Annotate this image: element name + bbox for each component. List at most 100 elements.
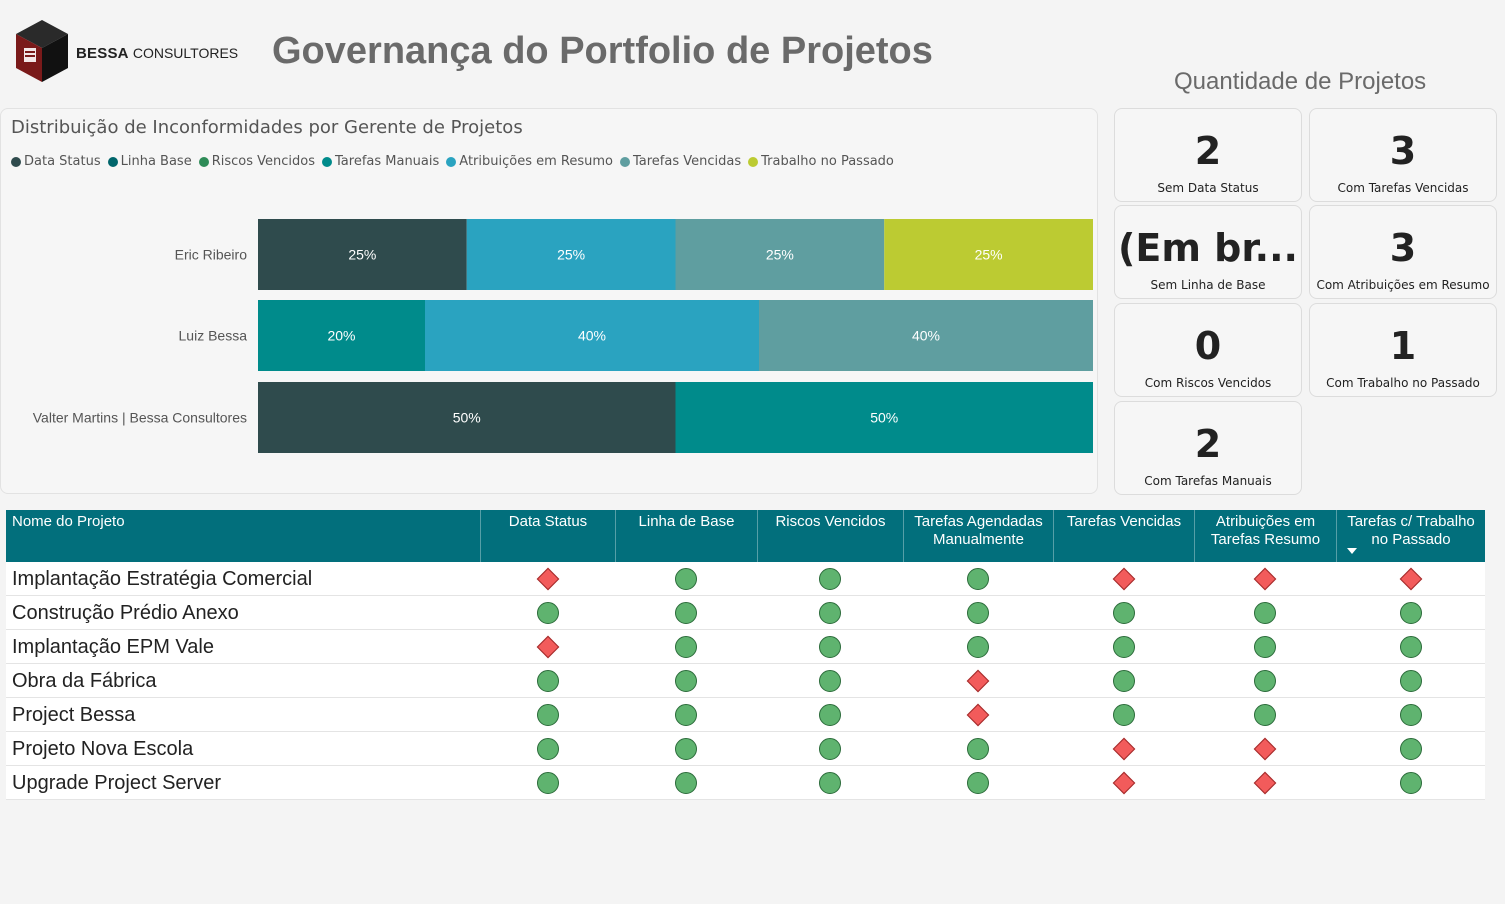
green-circle-icon — [536, 601, 559, 624]
status-cell — [757, 766, 903, 799]
kpi-label: Com Tarefas Manuais — [1144, 474, 1272, 488]
column-header[interactable]: Tarefas Agendadas Manualmente — [903, 510, 1053, 562]
column-header-label: Tarefas c/ Trabalho no Passado — [1347, 513, 1475, 548]
kpi-card[interactable]: 3 Com Atribuições em Resumo — [1309, 205, 1497, 299]
category-label: Luiz Bessa — [179, 328, 248, 344]
legend-swatch — [619, 156, 630, 167]
kpi-value: 1 — [1389, 324, 1417, 368]
legend-item[interactable]: Trabalho no Passado — [748, 154, 894, 169]
green-circle-icon — [536, 737, 559, 760]
status-cell — [480, 562, 615, 595]
status-cell — [480, 630, 615, 663]
table-row[interactable]: Implantação Estratégia Comercial — [6, 562, 1485, 596]
kpi-value: 3 — [1389, 129, 1417, 173]
projects-table: Nome do Projeto Data Status Linha de Base R… — [6, 510, 1485, 800]
column-header[interactable]: Tarefas c/ Trabalho no Passado — [1336, 510, 1485, 562]
kpi-card[interactable]: (Em br... Sem Linha de Base — [1114, 205, 1302, 299]
status-cell — [903, 766, 1053, 799]
green-circle-icon — [819, 567, 841, 590]
bar-segment[interactable] — [466, 219, 676, 290]
project-name: Construção Prédio Anexo — [12, 602, 239, 624]
bar-segment[interactable] — [258, 219, 467, 290]
project-name: Projeto Nova Escola — [12, 738, 194, 760]
status-cell — [1053, 630, 1194, 663]
green-circle-icon — [967, 601, 989, 624]
legend-label: Data Status — [24, 154, 101, 169]
data-label: 20% — [327, 328, 355, 344]
status-cell — [1194, 562, 1336, 595]
logo-sub: CONSULTORES — [132, 45, 239, 61]
chart-title: Distribuição de Inconformidades por Gere… — [11, 117, 523, 138]
kpi-card[interactable]: 0 Com Riscos Vencidos — [1114, 303, 1302, 397]
bar-segment[interactable] — [258, 300, 425, 371]
kpi-card[interactable]: 1 Com Trabalho no Passado — [1309, 303, 1497, 397]
green-circle-icon — [675, 771, 697, 794]
green-circle-icon — [1399, 737, 1422, 760]
bar-segment[interactable] — [675, 219, 885, 290]
red-diamond-icon — [1112, 771, 1135, 794]
green-circle-icon — [1254, 703, 1276, 726]
legend-item[interactable]: Tarefas Vencidas — [619, 154, 741, 169]
table-row[interactable]: Implantação EPM Vale — [6, 630, 1485, 664]
table-row[interactable]: Upgrade Project Server — [6, 766, 1485, 800]
header: BESSA CONSULTORES Governança do Portfoli… — [0, 0, 1505, 100]
status-cell — [1336, 732, 1485, 765]
kpi-card[interactable]: 2 Sem Data Status — [1114, 108, 1302, 202]
column-header[interactable]: Tarefas Vencidas — [1053, 510, 1194, 562]
column-header-label: Nome do Projeto — [12, 513, 125, 530]
table-row[interactable]: Obra da Fábrica — [6, 664, 1485, 698]
bar-segment[interactable] — [884, 219, 1093, 290]
legend-item[interactable]: Tarefas Manuais — [322, 154, 439, 169]
bar-segment[interactable] — [759, 300, 1093, 371]
column-header-label: Tarefas Vencidas — [1066, 513, 1182, 530]
project-name: Implantação EPM Vale — [12, 636, 214, 658]
kpi-card[interactable]: 3 Com Tarefas Vencidas — [1309, 108, 1497, 202]
stacked-bar-chart: Eric Ribeiro 25% 25% 25% 25% Luiz Bessa 20% 40%… — [33, 219, 1094, 453]
legend-item[interactable]: Data Status — [11, 154, 101, 169]
table-row[interactable]: Projeto Nova Escola — [6, 732, 1485, 766]
column-header[interactable]: Nome do Projeto — [6, 510, 480, 562]
status-cell — [615, 596, 757, 629]
column-header[interactable]: Linha de Base — [615, 510, 757, 562]
table-row[interactable]: Construção Prédio Anexo — [6, 596, 1485, 630]
status-cell — [1053, 766, 1194, 799]
bar-segment[interactable] — [675, 382, 1094, 453]
kpi-label: Com Riscos Vencidos — [1144, 376, 1272, 390]
column-header[interactable]: Riscos Vencidos — [757, 510, 903, 562]
legend-item[interactable]: Atribuições em Resumo — [446, 154, 613, 169]
status-cell — [903, 630, 1053, 663]
status-cell — [757, 732, 903, 765]
red-diamond-icon — [1253, 567, 1277, 590]
table-header: Nome do Projeto Data Status Linha de Base R… — [6, 510, 1485, 562]
legend-item[interactable]: Linha Base — [107, 154, 192, 169]
green-circle-icon — [536, 669, 559, 692]
page-title: Governança do Portfolio de Projetos — [272, 30, 933, 72]
green-circle-icon — [819, 635, 841, 658]
table-row[interactable]: Project Bessa — [6, 698, 1485, 732]
table-body: Implantação Estratégia Comercial Construç… — [6, 562, 1485, 800]
status-cell — [903, 664, 1053, 697]
category-label: Eric Ribeiro — [175, 247, 248, 263]
column-header[interactable]: Data Status — [480, 510, 615, 562]
legend-item[interactable]: Riscos Vencidos — [198, 154, 315, 169]
bar-segment[interactable] — [425, 300, 759, 371]
status-cell — [757, 664, 903, 697]
green-circle-icon — [967, 771, 989, 794]
status-cell — [1336, 596, 1485, 629]
status-cell — [903, 596, 1053, 629]
green-circle-icon — [819, 771, 841, 794]
status-cell — [903, 732, 1053, 765]
legend-swatch — [322, 156, 332, 167]
status-cell — [480, 732, 615, 765]
status-cell — [1336, 630, 1485, 663]
kpi-card[interactable]: 2 Com Tarefas Manuais — [1114, 401, 1302, 495]
status-cell — [480, 698, 615, 731]
column-header[interactable]: Atribuições em Tarefas Resumo — [1194, 510, 1336, 562]
sort-descending-icon[interactable] — [1347, 548, 1357, 554]
green-circle-icon — [536, 703, 559, 726]
status-cell — [615, 630, 757, 663]
red-diamond-icon — [1399, 567, 1422, 590]
green-circle-icon — [1254, 601, 1276, 624]
data-label: 40% — [912, 328, 940, 344]
bar-segment[interactable] — [258, 382, 676, 453]
